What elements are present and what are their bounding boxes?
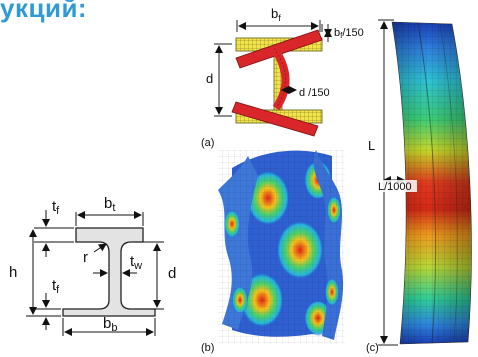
i-beam-shape <box>62 227 156 317</box>
bottom-flange-deformed <box>231 101 319 137</box>
panel-b-label: (b) <box>201 342 214 354</box>
bt-label: bt <box>104 195 115 214</box>
d-label: d <box>206 71 213 86</box>
d-web-label: d <box>168 265 176 282</box>
slide-heading: укций: <box>0 0 88 23</box>
d-tol-label: d /150 <box>299 87 330 99</box>
tw-label: tw <box>130 253 142 272</box>
panel-b-local-buckling: (b) <box>201 150 345 354</box>
r-pointer <box>93 243 107 253</box>
panel-c-label: (c) <box>366 342 379 354</box>
bf-tol-label: bf/150 <box>334 27 364 40</box>
L-tol-label: L/1000 <box>378 181 412 193</box>
bb-label: bb <box>103 315 117 334</box>
i-beam-section: bt tf h tf r tw d bb <box>9 195 176 336</box>
r-label: r <box>83 249 88 266</box>
column-flange-edge <box>417 22 437 344</box>
panel-a-imperfection: bf bf/150 d d /150 (a) <box>201 6 364 149</box>
bf-label: bf <box>271 6 281 23</box>
panel-c-global-buckling: L L/1000 (c) <box>366 19 472 354</box>
tf-top-label: tf <box>52 198 60 217</box>
tf-bottom-label: tf <box>52 277 60 296</box>
L-label: L <box>368 138 375 153</box>
panel-a-label: (a) <box>201 137 214 149</box>
h-label: h <box>9 264 17 281</box>
